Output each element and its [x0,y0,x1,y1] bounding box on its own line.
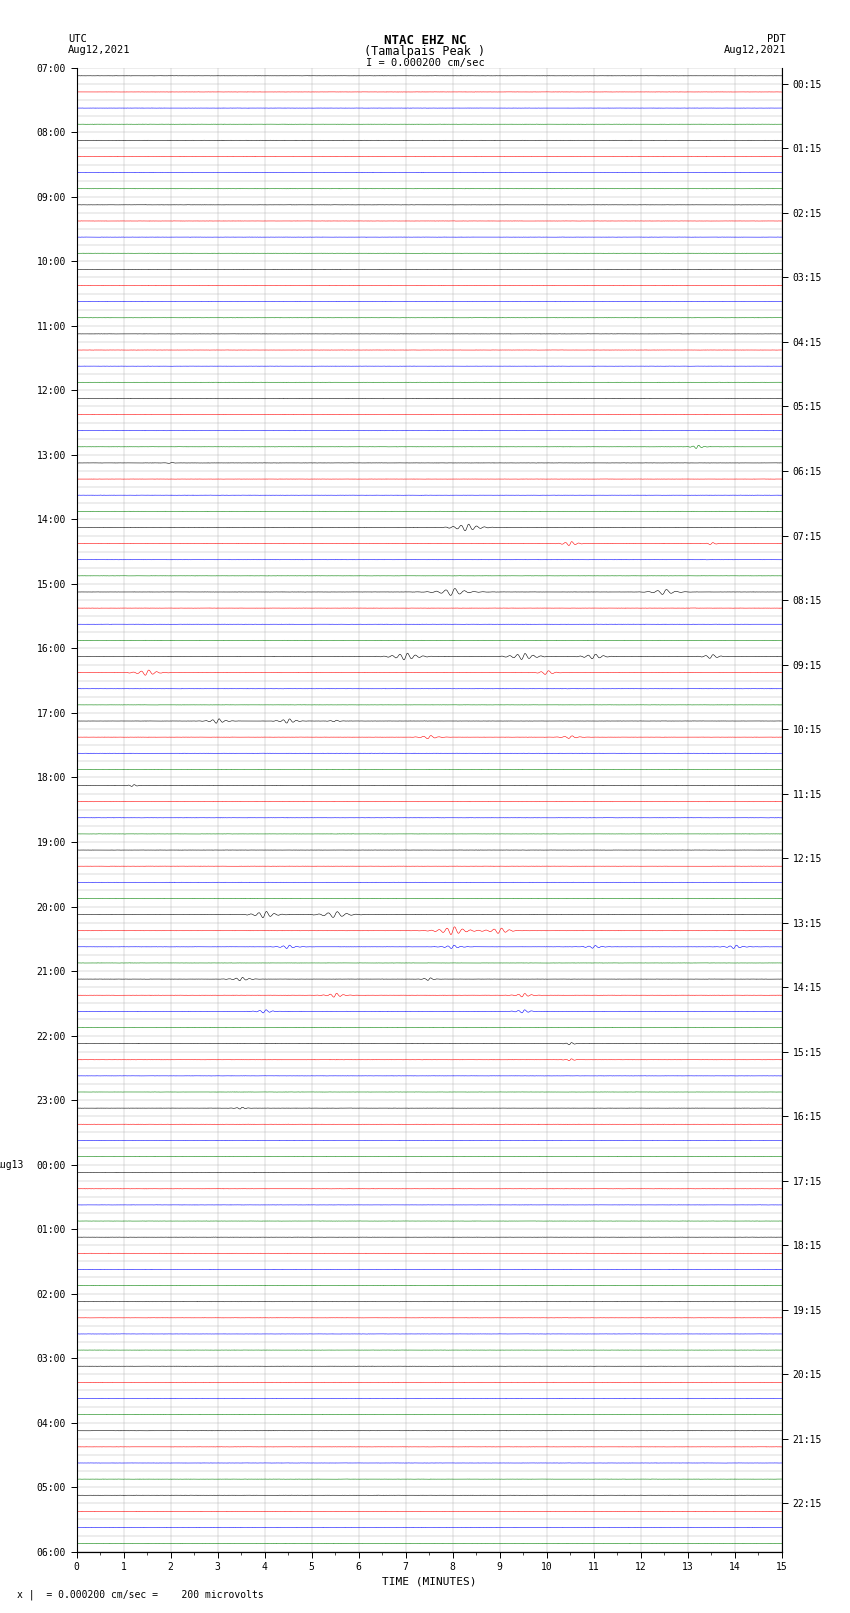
Text: NTAC EHZ NC: NTAC EHZ NC [383,34,467,47]
Text: x |  = 0.000200 cm/sec =    200 microvolts: x | = 0.000200 cm/sec = 200 microvolts [17,1589,264,1600]
Text: PDT: PDT [768,34,786,44]
Text: Aug12,2021: Aug12,2021 [723,45,786,55]
X-axis label: TIME (MINUTES): TIME (MINUTES) [382,1576,477,1586]
Text: UTC: UTC [68,34,87,44]
Text: Aug13: Aug13 [0,1160,24,1169]
Text: Aug12,2021: Aug12,2021 [68,45,131,55]
Text: (Tamalpais Peak ): (Tamalpais Peak ) [365,45,485,58]
Text: I = 0.000200 cm/sec: I = 0.000200 cm/sec [366,58,484,68]
